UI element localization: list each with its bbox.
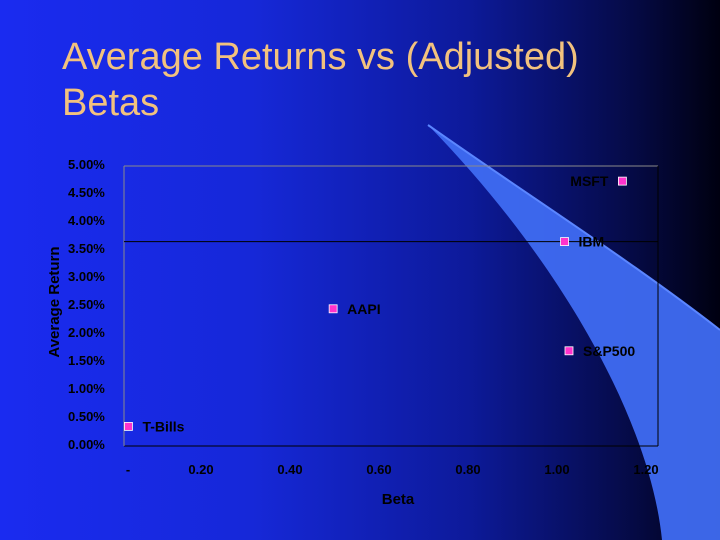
y-tick-label: 1.50% [68,353,105,368]
x-tick-label: 0.40 [277,462,302,477]
data-point-marker [124,421,133,431]
data-point-marker [328,304,338,314]
plot-axes [123,165,659,447]
y-tick-label: 5.00% [68,157,105,172]
data-point-label: T-Bills [142,418,184,434]
data-point-label: IBM [579,234,605,250]
data-point-label: MSFT [570,173,609,189]
data-point-marker [564,346,574,356]
x-tick-labels: - 0.20 0.40 0.60 0.80 1.00 1.20 [126,462,659,477]
y-tick-label: 4.00% [68,213,105,228]
data-point-label: S&P500 [583,343,635,359]
x-tick-label: - [126,462,130,477]
y-tick-label: 0.00% [68,437,105,452]
y-tick-label: 3.00% [68,269,105,284]
x-tick-label: 1.20 [633,462,658,477]
y-tick-label: 2.50% [68,297,105,312]
x-axis-title: Beta [382,491,415,508]
data-point-marker [560,237,569,247]
x-tick-label: 0.60 [366,462,391,477]
y-axis-title: Average Return [46,246,63,357]
data-points: T-Bills AAPI IBM S&P500 MSFT [124,173,635,434]
y-tick-label: 1.00% [68,381,105,396]
y-tick-label: 4.50% [68,185,105,200]
y-tick-label: 3.50% [68,241,105,256]
y-tick-labels: 0.00% 0.50% 1.00% 1.50% 2.00% 2.50% 3.00% 3.50%… [68,157,105,452]
data-point-marker [618,176,627,186]
slide-title: Average Returns vs (Adjusted) Betas [62,36,579,124]
x-tick-label: 0.20 [188,462,213,477]
x-tick-label: 0.80 [455,462,480,477]
y-tick-label: 0.50% [68,409,105,424]
x-tick-label: 1.00 [544,462,569,477]
y-tick-label: 2.00% [68,325,105,340]
data-point-label: AAPI [347,301,380,317]
